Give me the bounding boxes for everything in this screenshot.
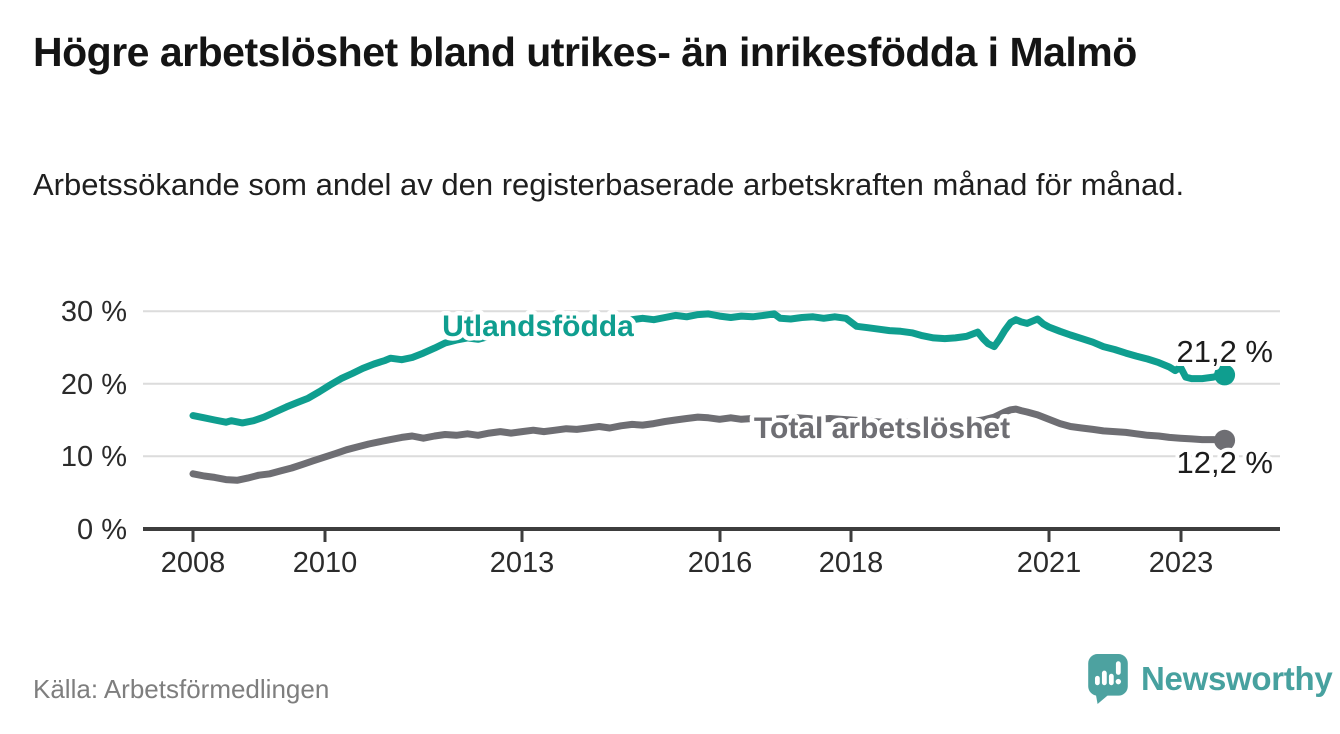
page-title: Högre arbetslöshet bland utrikes- än inr… bbox=[33, 29, 1137, 75]
end-value-utlandsfodda: 21,2 % bbox=[1176, 334, 1273, 369]
y-tick-label: 0 % bbox=[77, 514, 127, 546]
x-tick-label: 2010 bbox=[293, 547, 358, 579]
x-tick-label: 2018 bbox=[819, 547, 884, 579]
x-tick-label: 2023 bbox=[1149, 547, 1214, 579]
series-end-dot-total-arbetsloshet bbox=[1214, 429, 1236, 451]
series-layer bbox=[189, 310, 1236, 484]
y-tick-label: 30 % bbox=[61, 296, 127, 328]
series-label-utlandsfodda: Utlandsfödda bbox=[442, 310, 634, 343]
end-value-labels: 21,2 % 12,2 % bbox=[1172, 330, 1277, 484]
series-line-utlandsfodda bbox=[189, 310, 1229, 427]
y-tick-label: 20 % bbox=[61, 369, 127, 401]
x-tick-label: 2008 bbox=[161, 547, 226, 579]
series-name-labels: Utlandsfödda Total arbetslöshet bbox=[438, 306, 1015, 450]
series-end-dot-utlandsfodda bbox=[1214, 364, 1236, 386]
y-axis-labels: 30 % 20 % 10 % 0 % bbox=[61, 296, 127, 546]
x-tick-label: 2021 bbox=[1017, 547, 1082, 579]
end-value-total: 12,2 % bbox=[1176, 445, 1273, 480]
brand-wordmark: Newsworthy bbox=[1141, 660, 1333, 697]
series-line-total-arbetsloshet bbox=[189, 405, 1229, 484]
source-attribution: Källa: Arbetsförmedlingen bbox=[33, 674, 330, 704]
bar-chart-speech-bubble-icon bbox=[1088, 654, 1128, 704]
y-tick-label: 10 % bbox=[61, 441, 127, 473]
series-label-total-arbetsloshet: Total arbetslöshet bbox=[754, 412, 1010, 445]
newsworthy-logo: Newsworthy bbox=[1088, 654, 1333, 704]
chart-subtitle: Arbetssökande som andel av den registerb… bbox=[33, 167, 1185, 202]
x-axis: 2008 2010 2013 2016 2018 2021 2023 bbox=[143, 527, 1280, 579]
x-tick-label: 2013 bbox=[490, 547, 555, 579]
x-tick-label: 2016 bbox=[688, 547, 753, 579]
line-chart: 30 % 20 % 10 % 0 % 2008 2010 2013 2016 2… bbox=[61, 296, 1280, 579]
